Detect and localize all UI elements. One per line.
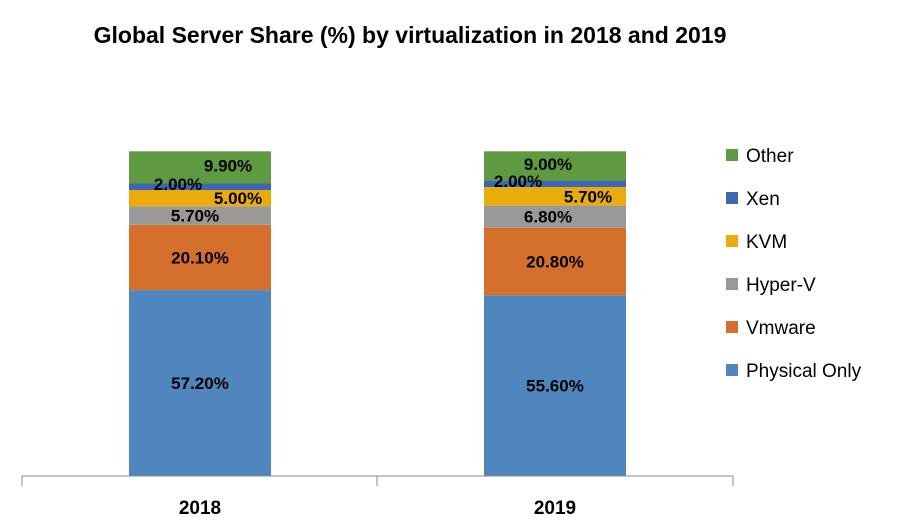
data-label: 5.00% <box>214 189 262 208</box>
bar-segment-kvm-2019 <box>484 187 626 206</box>
data-label: 5.70% <box>171 207 219 226</box>
data-label: 5.70% <box>564 187 612 206</box>
legend-label: Other <box>746 146 794 167</box>
legend-swatch <box>726 149 738 161</box>
legend-label: Xen <box>746 189 780 210</box>
data-label: 6.80% <box>524 208 572 227</box>
legend-label: Vmware <box>746 318 816 339</box>
legend-label: Physical Only <box>746 361 862 382</box>
data-label: 20.10% <box>171 248 229 267</box>
legend-swatch <box>726 278 738 290</box>
data-label: 2.00% <box>494 172 542 191</box>
bar-segment-other-2018 <box>129 151 271 184</box>
legend-swatch <box>726 364 738 376</box>
bar-segment-other-2019 <box>484 151 626 181</box>
bar-segment-xen-2018 <box>129 183 271 190</box>
data-label: 9.90% <box>204 156 252 175</box>
data-label: 20.80% <box>526 253 584 272</box>
bar-segment-hyper-v-2019 <box>484 205 626 228</box>
data-label: 57.20% <box>171 374 229 393</box>
legend-swatch <box>726 321 738 333</box>
bar-segment-physical-only-2018 <box>129 290 271 476</box>
legend-label: KVM <box>746 232 787 253</box>
bar-segment-vmware-2018 <box>129 224 271 291</box>
data-label: 2.00% <box>154 175 202 194</box>
legend-label: Hyper-V <box>746 275 816 296</box>
legend-swatch <box>726 235 738 247</box>
bar-segment-hyper-v-2018 <box>129 206 271 225</box>
chart-title: Global Server Share (%) by virtualizatio… <box>93 22 727 48</box>
data-label: 9.00% <box>524 155 572 174</box>
data-label: 55.60% <box>526 377 584 396</box>
x-tick-label: 2018 <box>179 498 221 519</box>
bar-segment-kvm-2018 <box>129 190 271 207</box>
x-tick-label: 2019 <box>534 498 576 519</box>
bar-segment-physical-only-2019 <box>484 295 626 476</box>
legend-swatch <box>726 192 738 204</box>
bar-segment-vmware-2019 <box>484 227 626 296</box>
bar-segment-xen-2019 <box>484 180 626 188</box>
